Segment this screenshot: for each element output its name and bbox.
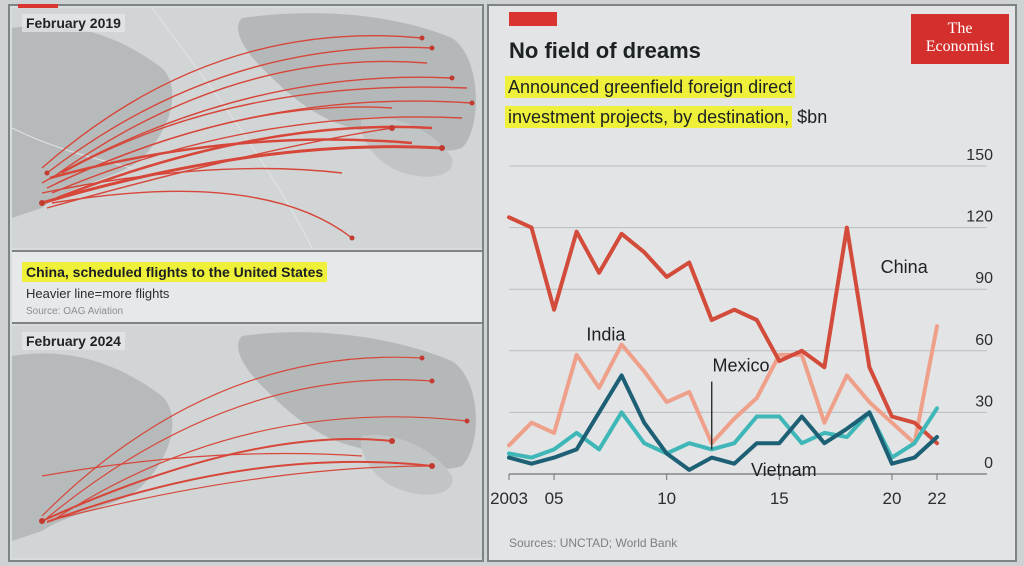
flights-panel: February 2019 China, scheduled flights t… [8, 4, 484, 562]
series-line-india [507, 324, 939, 448]
chart-panel: The Economist No field of dreams Announc… [487, 4, 1017, 562]
line-chart: 0 30 60 90 120 150 2003 05 10 15 20 22 China India M… [490, 147, 993, 508]
chart-series [507, 215, 939, 472]
y-tick-label: 30 [975, 393, 993, 410]
x-tick-label: 2003 [490, 489, 528, 508]
series-label-vietnam: Vietnam [751, 460, 817, 480]
chart-red-tab [509, 12, 557, 26]
flight-routes-2024 [41, 356, 468, 523]
chart-subtitle-unit: $bn [797, 107, 828, 127]
map-2019: February 2019 [12, 8, 482, 248]
y-tick-label: 60 [975, 332, 993, 349]
series-line-mexico [507, 373, 939, 472]
map-caption: China, scheduled flights to the United S… [12, 250, 482, 324]
map-2024-label: February 2024 [22, 332, 125, 350]
map-2019-label: February 2019 [22, 14, 125, 32]
chart-subtitle: Announced greenfield foreign direct inve… [505, 72, 905, 132]
map-2024: February 2024 [12, 326, 482, 558]
flight-routes-2019 [41, 35, 473, 239]
chart-source: Sources: UNCTAD; World Bank [509, 536, 678, 550]
airport-dots-2019 [39, 35, 475, 241]
chart-gridlines [509, 165, 987, 475]
x-tick-label: 10 [657, 489, 676, 508]
chart-title: No field of dreams [509, 38, 701, 63]
x-tick-label: 15 [770, 489, 789, 508]
y-tick-label: 120 [966, 209, 993, 226]
x-axis-ticks: 2003 05 10 15 20 22 [490, 474, 946, 508]
economist-logo: The Economist [911, 14, 1009, 64]
chart-subtitle-line2: investment projects, by destination, [505, 106, 793, 128]
series-line-china [507, 215, 939, 446]
y-tick-label: 150 [966, 147, 993, 164]
logo-line1: The [947, 20, 973, 37]
series-label-china: China [881, 257, 929, 277]
map-caption-subtitle: Heavier line=more flights [26, 286, 170, 301]
map-2024-graphic [12, 326, 482, 558]
logo-line2: Economist [925, 38, 995, 55]
map-caption-title: China, scheduled flights to the United S… [22, 262, 328, 282]
chart-subtitle-line1: Announced greenfield foreign direct [505, 76, 796, 98]
series-label-india: India [586, 325, 626, 345]
airport-dots-2024 [39, 355, 470, 524]
series-label-mexico: Mexico [713, 355, 770, 375]
map-caption-source: Source: OAG Aviation [26, 306, 124, 317]
series-labels: China India Mexico Vietnam [586, 257, 928, 480]
y-tick-label: 0 [984, 455, 993, 472]
x-tick-label: 05 [545, 489, 564, 508]
x-tick-label: 20 [882, 489, 901, 508]
y-axis-ticks: 0 30 60 90 120 150 [966, 147, 993, 472]
map-2019-graphic [12, 8, 482, 248]
x-tick-label: 22 [928, 489, 947, 508]
y-tick-label: 90 [975, 270, 993, 287]
flights-red-tab [18, 4, 58, 10]
